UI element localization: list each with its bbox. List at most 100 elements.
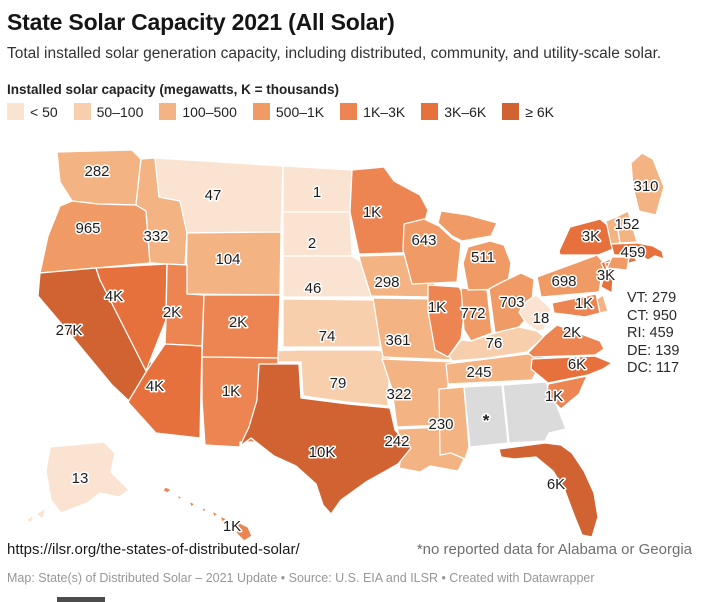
legend-item-5: 3K–6K [421, 103, 486, 120]
state-value-label-ok: 79 [330, 375, 347, 392]
legend-item-2: 100–500 [159, 103, 237, 120]
state-nv[interactable] [95, 263, 168, 372]
state-value-label-ky: 76 [486, 335, 503, 352]
state-hi[interactable] [176, 494, 183, 501]
state-hi[interactable] [188, 500, 196, 508]
state-value-label-id: 332 [143, 228, 168, 245]
state-value-label-hi: 1K [223, 518, 241, 535]
state-nh[interactable] [615, 210, 638, 244]
state-va[interactable] [527, 324, 605, 358]
legend-swatch [421, 103, 439, 120]
annotation-line-1: CT: 950 [627, 307, 677, 324]
state-mi[interactable] [462, 240, 512, 291]
state-value-label-mi: 511 [471, 249, 495, 266]
legend-swatch [159, 103, 177, 120]
state-me[interactable] [630, 152, 665, 216]
state-or[interactable] [39, 200, 151, 274]
annotation-line-3: DE: 139 [627, 342, 680, 359]
state-de[interactable] [596, 294, 609, 314]
state-ak[interactable] [45, 441, 130, 514]
state-ok[interactable] [261, 349, 391, 407]
state-value-label-wi: 643 [411, 232, 436, 249]
state-value-label-in: 772 [460, 305, 485, 322]
state-value-label-sc: 1K [545, 388, 563, 405]
attribution-line: Map: State(s) of Distributed Solar – 202… [7, 571, 595, 585]
state-value-label-ar: 322 [386, 386, 411, 403]
state-value-label-ks: 74 [319, 328, 336, 345]
state-wv[interactable] [518, 294, 552, 332]
legend-swatch [340, 103, 358, 120]
state-value-label-nh: 152 [614, 216, 639, 233]
state-ne[interactable] [282, 255, 374, 298]
state-value-label-ma: 459 [620, 244, 645, 261]
small-state-annotations: VT: 279 CT: 950 RI: 459 DE: 139 DC: 117 [627, 290, 679, 378]
annotation-line-2: RI: 459 [627, 325, 674, 342]
state-value-label-wa: 282 [84, 163, 109, 180]
legend-item-3: 500–1K [252, 103, 325, 120]
state-value-label-nc: 6K [568, 356, 586, 373]
cropped-ui-fragment [57, 597, 105, 602]
source-url-link[interactable]: https://ilsr.org/the-states-of-distribut… [7, 541, 300, 558]
state-wi[interactable] [402, 218, 462, 285]
state-hi[interactable] [162, 486, 172, 494]
state-value-label-va: 2K [563, 324, 581, 341]
state-hi[interactable] [235, 521, 253, 542]
state-value-label-ne: 46 [305, 280, 322, 297]
state-value-label-me: 310 [633, 178, 658, 195]
state-value-label-ut: 2K [163, 304, 181, 321]
state-value-label-nd: 1 [313, 184, 321, 201]
state-ks[interactable] [282, 298, 381, 348]
state-hi[interactable] [211, 510, 219, 518]
state-value-label-wv: 18 [533, 310, 550, 327]
legend-swatch [73, 103, 91, 120]
legend-label: 50–100 [96, 103, 144, 120]
state-value-label-oh: 703 [499, 294, 524, 311]
state-az[interactable] [127, 343, 203, 439]
page-subtitle: Total installed solar generation capacit… [7, 45, 662, 62]
state-value-label-mt: 47 [205, 187, 222, 204]
legend-item-4: 1K–3K [340, 103, 405, 120]
legend-item-6: ≥ 6K [502, 103, 554, 120]
state-fl[interactable] [498, 442, 599, 538]
state-md[interactable] [551, 293, 601, 318]
state-value-label-la: 242 [384, 433, 409, 450]
state-ak[interactable] [35, 507, 47, 520]
state-hi[interactable] [201, 506, 208, 513]
state-value-label-ms: 230 [428, 416, 453, 433]
state-value-label-nv: 4K [105, 288, 123, 305]
state-value-label-tx: 10K [309, 444, 336, 461]
state-value-label-al: * [483, 411, 490, 430]
state-value-label-wy: 104 [215, 251, 240, 268]
legend-swatch [502, 103, 520, 120]
legend: < 50 50–100 100–500 500–1K 1K–3K 3K–6K ≥ 6K [7, 103, 554, 120]
legend-swatch [7, 103, 24, 120]
state-ct[interactable] [606, 256, 630, 271]
state-value-label-ny: 3K [582, 228, 600, 245]
state-value-label-il: 1K [428, 299, 446, 316]
state-sc[interactable] [546, 375, 588, 410]
state-value-label-pa: 698 [551, 273, 576, 290]
no-data-note: *no reported data for Alabama or Georgia [416, 541, 692, 558]
state-value-label-ca: 27K [56, 322, 83, 339]
state-hi[interactable] [219, 515, 228, 523]
state-value-label-sd: 2 [308, 235, 316, 252]
state-nc[interactable] [530, 355, 613, 384]
state-value-label-mn: 1K [363, 204, 381, 221]
state-ma[interactable] [610, 242, 665, 261]
legend-item-1: 50–100 [73, 103, 144, 120]
state-tx[interactable] [239, 363, 412, 515]
state-ak[interactable] [25, 514, 35, 524]
state-value-label-tn: 245 [466, 364, 491, 381]
state-value-label-co: 2K [229, 314, 247, 331]
state-value-label-nm: 1K [222, 383, 240, 400]
state-sd[interactable] [282, 211, 353, 257]
state-pa[interactable] [536, 254, 605, 298]
legend-label: 3K–6K [444, 103, 487, 120]
state-mi[interactable] [437, 210, 498, 242]
legend-label: 100–500 [182, 103, 237, 120]
state-al[interactable] [463, 384, 509, 448]
legend-label: 500–1K [275, 103, 325, 120]
state-value-label-nj: 3K [597, 267, 615, 284]
